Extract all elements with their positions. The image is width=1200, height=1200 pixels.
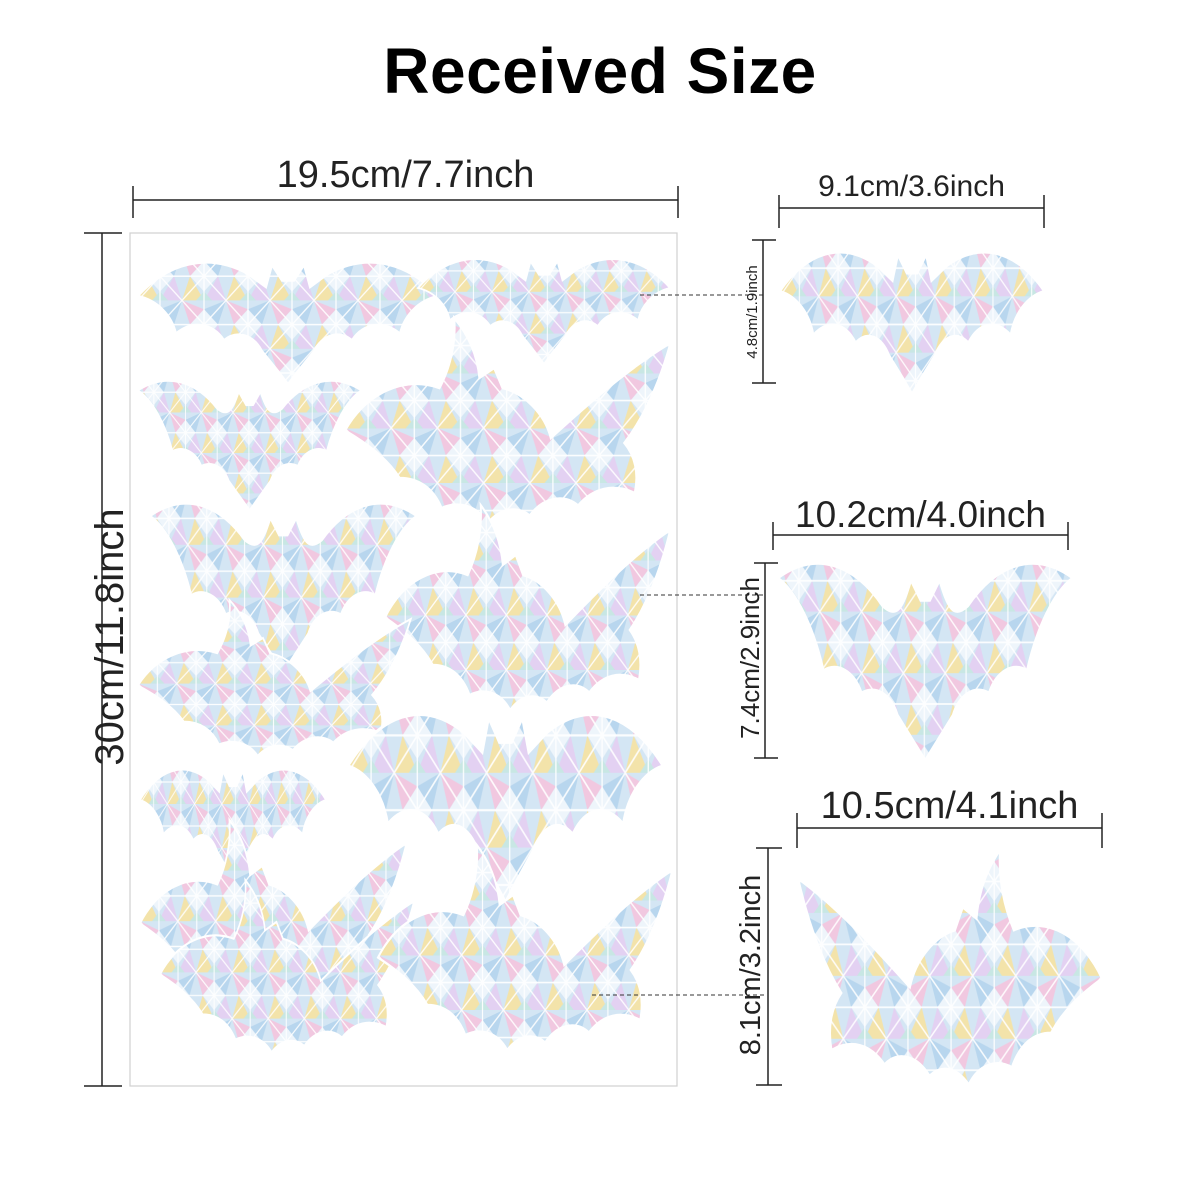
sheet-width-label: 19.5cm/7.7inch [276,154,535,196]
sample-2-height-label: 7.4cm/2.9inch [735,577,765,739]
sheet-width-dimension [132,186,679,218]
leader-lines [592,294,765,996]
sample-3-width-label: 10.5cm/4.1inch [820,785,1079,827]
sample-1-width-label: 9.1cm/3.6inch [818,170,1005,203]
sample-3-dimensions [756,813,1103,1086]
sample-3-height-label: 8.1cm/3.2inch [735,874,767,1056]
sample-2-dimensions [754,522,1069,759]
sample-1-dimensions [752,195,1045,384]
sample-bat-3 [796,848,1104,1086]
sheet-height-dimension [84,232,122,1087]
sample-2-width-label: 10.2cm/4.0inch [795,494,1046,535]
sample-1-height-label: 4.8cm/1.9inch [744,265,761,359]
sample-bat-2 [776,562,1074,762]
sample-bat-1 [778,251,1046,395]
page-title: Received Size [383,35,817,107]
sheet-height-label: 30cm/11.8inch [88,508,132,766]
